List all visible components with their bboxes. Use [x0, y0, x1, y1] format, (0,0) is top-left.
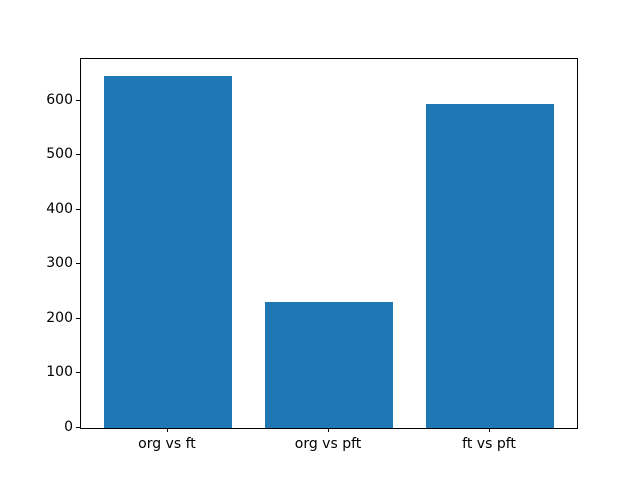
y-tick-mark	[76, 317, 80, 319]
x-tick-mark	[166, 428, 168, 432]
x-tick-label: org vs pft	[294, 436, 362, 452]
bar	[103, 76, 233, 428]
bar	[425, 103, 555, 428]
y-tick-label: 300	[46, 255, 73, 272]
y-tick-mark	[76, 208, 80, 210]
y-tick-mark	[76, 154, 80, 156]
axes	[80, 58, 578, 429]
x-tick-mark	[489, 428, 491, 432]
x-tick-mark	[328, 428, 329, 432]
bar	[264, 301, 394, 428]
y-tick-label: 600	[46, 91, 73, 108]
y-tick-mark	[76, 427, 80, 428]
y-tick-mark	[76, 372, 80, 374]
x-tick-label: ft vs pft	[462, 436, 516, 452]
y-tick-mark	[76, 263, 80, 265]
y-tick-label: 0	[64, 419, 73, 435]
y-tick-label: 200	[46, 309, 73, 326]
x-tick-label: org vs ft	[138, 436, 196, 452]
y-tick-label: 500	[46, 146, 73, 163]
y-tick-label: 400	[46, 200, 73, 217]
y-tick-label: 100	[46, 364, 73, 381]
y-tick-mark	[76, 99, 80, 101]
